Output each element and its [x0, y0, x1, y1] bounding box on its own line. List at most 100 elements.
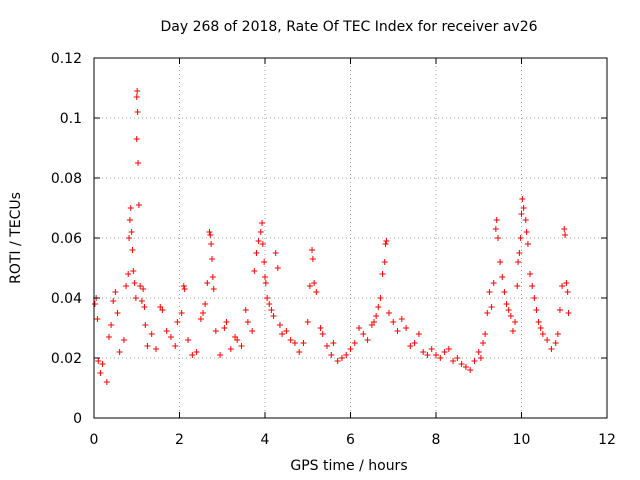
data-point	[381, 259, 388, 265]
data-point	[309, 247, 316, 253]
y-tick-label: 0.02	[51, 351, 82, 367]
data-point	[223, 319, 230, 325]
data-point	[262, 274, 268, 280]
data-point	[185, 337, 192, 343]
x-tick-label: 6	[346, 432, 355, 448]
data-point	[411, 340, 418, 346]
data-point	[144, 343, 151, 349]
data-point	[494, 235, 501, 241]
data-point	[330, 340, 337, 346]
data-point	[283, 328, 290, 334]
data-point	[141, 304, 148, 310]
data-point	[490, 280, 497, 286]
data-point	[126, 217, 133, 223]
data-point	[424, 352, 431, 358]
data-point	[296, 349, 303, 355]
data-point	[300, 340, 307, 346]
data-point	[264, 295, 271, 301]
data-point	[338, 355, 345, 361]
chart-title: Day 268 of 2018, Rate Of TEC Index for r…	[160, 19, 537, 35]
data-point	[128, 229, 135, 235]
data-point	[403, 325, 410, 331]
data-point	[503, 301, 510, 307]
data-point	[328, 352, 335, 358]
data-point	[133, 136, 140, 142]
data-point	[274, 265, 281, 271]
data-point	[471, 358, 478, 364]
data-point	[317, 325, 324, 331]
data-point	[227, 346, 234, 352]
data-point	[116, 349, 123, 355]
data-point	[552, 340, 559, 346]
data-point	[454, 355, 461, 361]
data-point	[251, 268, 258, 274]
data-point	[132, 295, 139, 301]
data-point	[462, 364, 469, 370]
data-point	[276, 322, 283, 328]
data-point	[428, 346, 435, 352]
data-point	[486, 289, 493, 295]
data-point	[253, 250, 260, 256]
data-point	[562, 232, 569, 238]
data-point	[537, 325, 544, 331]
data-point	[193, 349, 200, 355]
data-point	[112, 289, 119, 295]
data-point	[126, 235, 133, 241]
data-point	[492, 226, 499, 232]
data-point	[539, 331, 546, 337]
x-tick-label: 12	[598, 432, 616, 448]
data-point	[114, 310, 121, 316]
y-axis-label: ROTI / TECUs	[8, 192, 24, 284]
data-point	[382, 241, 389, 247]
data-point	[204, 280, 211, 286]
data-point	[415, 331, 422, 337]
data-point	[364, 337, 371, 343]
data-point	[319, 331, 326, 337]
data-point	[360, 331, 367, 337]
data-point	[137, 283, 144, 289]
data-point	[206, 229, 213, 235]
data-point	[94, 316, 101, 322]
data-point	[148, 331, 155, 337]
data-point	[313, 289, 320, 295]
data-point	[522, 217, 529, 223]
data-point	[458, 361, 465, 367]
data-point	[217, 352, 224, 358]
data-point	[234, 337, 241, 343]
data-point	[123, 283, 130, 289]
data-point	[291, 340, 298, 346]
data-point	[334, 358, 341, 364]
data-point	[209, 274, 216, 280]
data-point	[268, 307, 275, 313]
data-point	[261, 259, 268, 265]
data-points	[91, 88, 572, 385]
data-point	[208, 241, 215, 247]
data-point	[565, 310, 572, 316]
data-point	[249, 328, 256, 334]
data-point	[482, 331, 489, 337]
data-point	[379, 271, 386, 277]
data-point	[517, 235, 524, 241]
data-point	[441, 349, 448, 355]
data-point	[450, 358, 457, 364]
data-point	[99, 361, 106, 367]
data-point	[129, 247, 136, 253]
data-point	[202, 301, 209, 307]
data-point	[437, 355, 444, 361]
data-point	[255, 238, 262, 244]
data-point	[475, 349, 482, 355]
data-point	[514, 283, 521, 289]
data-point	[445, 346, 452, 352]
data-point	[520, 205, 527, 211]
data-point	[189, 352, 196, 358]
data-point	[110, 298, 117, 304]
data-point	[488, 304, 495, 310]
y-tick-label: 0.1	[60, 111, 82, 127]
data-point	[518, 211, 525, 217]
data-point	[180, 283, 187, 289]
data-point	[523, 229, 530, 235]
data-point	[507, 313, 514, 319]
data-point	[385, 310, 392, 316]
data-point	[167, 334, 174, 340]
data-point	[499, 274, 506, 280]
